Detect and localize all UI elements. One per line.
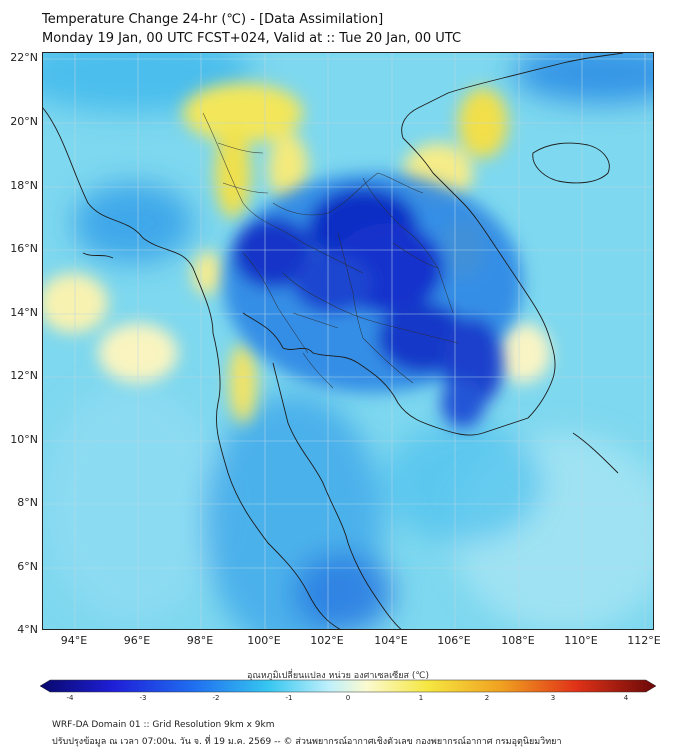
lat-tick-label: 10°N xyxy=(10,433,38,446)
map-title: Temperature Change 24-hr (℃) - [Data Ass… xyxy=(42,12,384,27)
colorbar-tick: -3 xyxy=(139,694,147,702)
lat-tick-label: 6°N xyxy=(17,560,38,573)
colorbar-tick: 2 xyxy=(484,694,490,702)
lat-tick-label: 8°N xyxy=(17,496,38,509)
lat-tick-label: 12°N xyxy=(10,369,38,382)
lon-tick-label: 94°E xyxy=(60,634,88,647)
map-canvas xyxy=(43,53,653,629)
colorbar-tick: -1 xyxy=(285,694,293,702)
lon-tick-label: 110°E xyxy=(564,634,598,647)
lon-tick-label: 106°E xyxy=(437,634,471,647)
colorbar-tick: -4 xyxy=(66,694,74,702)
lon-tick-label: 104°E xyxy=(374,634,408,647)
lon-tick-label: 102°E xyxy=(310,634,344,647)
graticule xyxy=(43,53,653,629)
lon-tick-label: 112°E xyxy=(627,634,661,647)
lat-tick-label: 4°N xyxy=(17,623,38,636)
lat-tick-label: 20°N xyxy=(10,115,38,128)
map-subtitle: Monday 19 Jan, 00 UTC FCST+024, Valid at… xyxy=(42,31,462,46)
colorbar-title: อุณหภูมิเปลี่ยนแปลง หน่วย องศาเซลเซียส (… xyxy=(246,671,430,681)
update-credit: ปรับปรุงข้อมูล ณ เวลา 07:00น. วัน จ. ที่… xyxy=(52,737,562,747)
lon-tick-label: 98°E xyxy=(186,634,214,647)
lon-tick-label: 108°E xyxy=(501,634,535,647)
colorbar xyxy=(40,679,656,693)
lat-tick-label: 22°N xyxy=(10,51,38,64)
lat-tick-label: 14°N xyxy=(10,306,38,319)
lon-tick-label: 96°E xyxy=(123,634,151,647)
colorbar-tick: 4 xyxy=(623,694,629,702)
lat-tick-label: 16°N xyxy=(10,242,38,255)
colorbar-tick: 3 xyxy=(550,694,556,702)
colorbar-tick: -2 xyxy=(212,694,220,702)
temperature-change-map[interactable] xyxy=(42,52,654,630)
lon-tick-label: 100°E xyxy=(247,634,281,647)
colorbar-tick: 1 xyxy=(418,694,424,702)
coastlines xyxy=(43,53,624,629)
model-info: WRF-DA Domain 01 :: Grid Resolution 9km … xyxy=(52,720,275,730)
lat-tick-label: 18°N xyxy=(10,179,38,192)
admin-borders xyxy=(202,112,459,389)
colorbar-tick: 0 xyxy=(345,694,351,702)
